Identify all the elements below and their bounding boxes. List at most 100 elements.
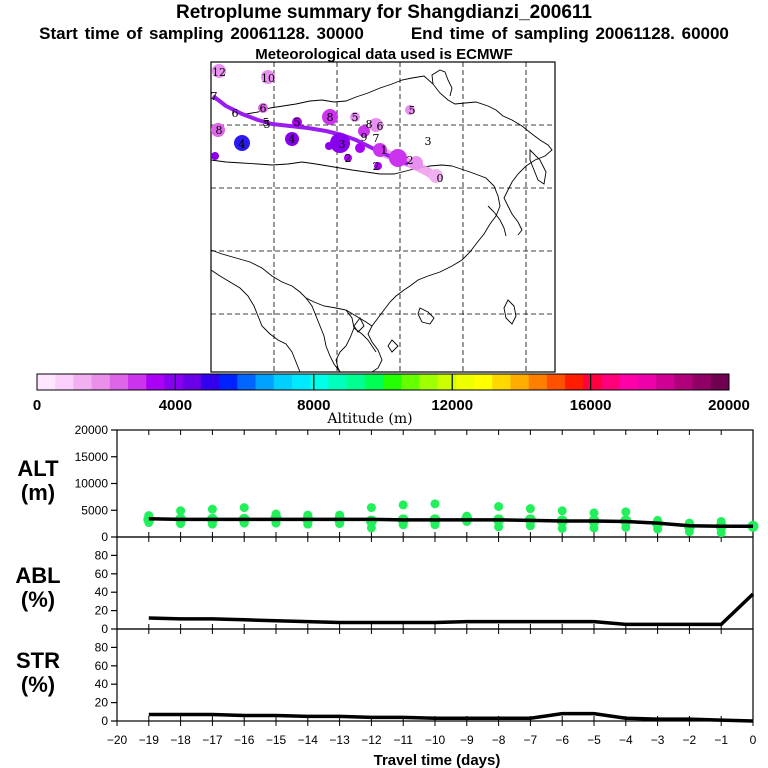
altitude-cluster-point	[621, 522, 631, 532]
border-segment	[431, 69, 453, 97]
abl-panel-frame	[116, 536, 754, 630]
coastline-south	[367, 289, 405, 373]
plume-cloud-marker	[211, 123, 225, 137]
time-series-panels: ALT (m) ABL (%) STR (%) 0 5000 10000 15000 2…	[15, 423, 759, 768]
border-segment	[353, 327, 377, 353]
y-tick-label: 80	[95, 640, 109, 654]
colorbar-tick-label: 16000	[570, 397, 612, 414]
altitude-cluster-point	[716, 516, 726, 526]
plume-day-label: 5	[352, 111, 359, 124]
altitude-cluster-point	[366, 523, 376, 533]
colorbar-swatch	[474, 374, 493, 390]
altitude-cluster-point	[176, 506, 186, 516]
x-tick-label: −20	[107, 733, 128, 747]
altitude-cluster-point	[207, 519, 217, 529]
colorbar-swatch	[200, 374, 220, 390]
altitude-cluster-point	[557, 506, 567, 516]
colorbar-swatch	[455, 374, 475, 390]
altitude-cluster-point	[589, 508, 599, 518]
plume-cloud-marker	[389, 149, 407, 167]
island	[353, 317, 365, 333]
altitude-colorbar: 0 4000 8000 12000 16000 20000 Altitude (m)	[33, 373, 750, 427]
x-tick-label: −11	[393, 733, 413, 747]
colorbar-tick-label: 4000	[159, 397, 192, 414]
colorbar-swatch	[346, 374, 366, 390]
altitude-cluster-point	[398, 500, 408, 510]
plume-cloud-marker	[373, 143, 387, 157]
colorbar-swatch	[91, 374, 111, 390]
plume-day-label: 2	[373, 160, 380, 173]
plume-day-label: 4	[289, 133, 296, 146]
plume-day-label: 3	[425, 135, 432, 148]
colorbar-swatch	[492, 374, 511, 390]
colorbar-swatch	[55, 374, 74, 390]
colorbar-swatch	[546, 374, 566, 390]
y-tick-label: 20	[95, 604, 109, 618]
plume-cloud-marker	[369, 118, 383, 132]
alt-y-axis: 0 5000 10000 15000 20000	[75, 423, 754, 544]
plume-day-label: 3	[339, 138, 346, 151]
x-tick-label: −6	[555, 733, 569, 747]
plume-day-label: 0	[437, 172, 444, 185]
y-tick-label: 0	[101, 530, 108, 544]
str-panel-frame	[116, 628, 754, 722]
himalaya-border	[210, 249, 355, 373]
altitude-cluster-point	[621, 507, 631, 517]
x-tick-label: −19	[139, 733, 160, 747]
altitude-cluster-point	[557, 523, 567, 533]
plume-day-label: 2	[345, 152, 352, 165]
y-tick-label: 0	[101, 714, 108, 728]
str-fraction-line	[148, 711, 754, 723]
y-tick-label: 60	[95, 567, 109, 581]
plume-day-label: 5	[263, 116, 270, 129]
x-axis-label: Travel time (days)	[374, 752, 501, 768]
altitude-cluster-point	[239, 503, 249, 513]
x-tick-label: −12	[361, 733, 382, 747]
y-tick-label: 5000	[81, 503, 108, 517]
x-tick-label: −18	[170, 733, 191, 747]
colorbar-frame	[36, 373, 730, 391]
plume-day-label: 5	[264, 118, 271, 131]
plume-cloud-marker	[292, 117, 302, 127]
colorbar-swatch	[328, 374, 347, 390]
x-tick-label: −13	[329, 733, 350, 747]
x-tick-label: −17	[202, 733, 223, 747]
x-tick-label: −2	[683, 733, 697, 747]
island	[503, 299, 517, 325]
abl-series	[148, 592, 755, 627]
altitude-cluster-point	[303, 519, 313, 529]
altitude-cluster-point	[430, 499, 440, 509]
met-data-note: Meteorological data used is ECMWF	[255, 46, 513, 63]
plume-day-label: 7	[211, 90, 218, 103]
str-panel-unit: (%)	[21, 672, 55, 697]
abl-panel-label: ABL	[15, 563, 60, 588]
colorbar-tick-label: 12000	[431, 397, 473, 414]
start-time: Start time of sampling 20061128. 30000	[39, 24, 364, 43]
colorbar-tick-label: 20000	[708, 397, 750, 414]
x-tick-label: −7	[524, 733, 538, 747]
plume-cloud-marker	[405, 105, 415, 115]
plume-day-label: 8	[216, 124, 223, 137]
altitude-cluster-point	[271, 509, 281, 519]
x-tick-label: −14	[298, 733, 319, 747]
str-series	[148, 711, 754, 723]
y-tick-label: 80	[95, 548, 109, 562]
altitude-cluster-point	[716, 528, 726, 538]
colorbar-swatch	[656, 374, 675, 390]
plume-day-label: 6	[232, 107, 239, 120]
x-tick-label: −3	[651, 733, 665, 747]
colorbar-swatch	[383, 374, 402, 390]
plume-cloud-marker	[234, 135, 250, 151]
colorbar-swatch	[109, 374, 129, 390]
plume-cloud-marker	[429, 169, 443, 183]
colorbar-swatch	[310, 374, 329, 390]
colorbar-tick-label: 0	[33, 397, 41, 414]
chart-title: Retroplume summary for Shangdianzi_20061…	[175, 2, 593, 23]
colorbar-swatch	[291, 374, 311, 390]
plume-cloud-marker	[212, 64, 226, 78]
y-tick-label: 10000	[75, 477, 109, 491]
y-tick-label: 20	[95, 696, 109, 710]
